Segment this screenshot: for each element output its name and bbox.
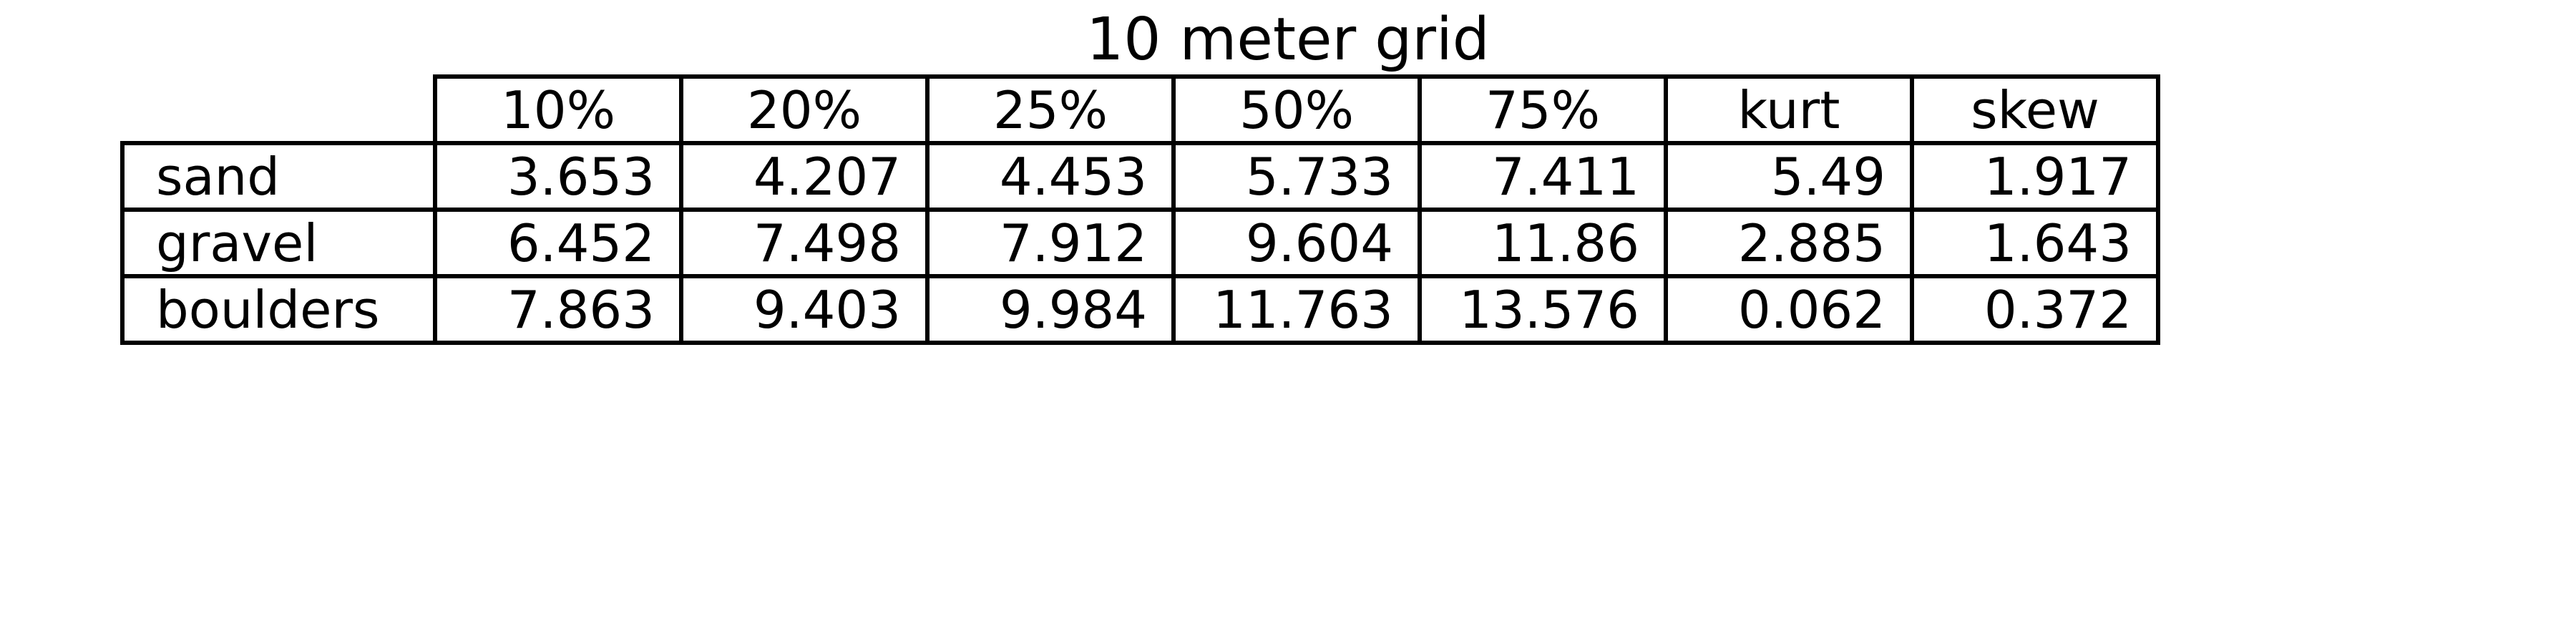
header-row: 10% 20% 25% 50% 75% kurt skew: [122, 74, 2160, 145]
row-label: boulders: [120, 274, 437, 345]
column-header: 25%: [925, 74, 1176, 145]
table-cell: 9.984: [925, 274, 1176, 345]
table-cell: 1.917: [1910, 141, 2160, 212]
table-cell: 7.863: [433, 274, 683, 345]
table-cell: 0.372: [1910, 274, 2160, 345]
table-cell: 11.763: [1171, 274, 1422, 345]
table-corner: [122, 77, 435, 143]
table-cell: 3.653: [433, 141, 683, 212]
chart-title: 10 meter grid: [1086, 6, 1490, 74]
column-header: kurt: [1664, 74, 1914, 145]
column-header: 10%: [433, 74, 683, 145]
table-cell: 0.062: [1664, 274, 1914, 345]
table-cell: 6.452: [433, 208, 683, 278]
row-label: sand: [120, 141, 437, 212]
column-header: 20%: [679, 74, 930, 145]
table-cell: 5.733: [1171, 141, 1422, 212]
column-header: 75%: [1418, 74, 1668, 145]
column-header: skew: [1910, 74, 2160, 145]
table-cell: 7.411: [1418, 141, 1668, 212]
table-cell: 9.403: [679, 274, 930, 345]
table-cell: 9.604: [1171, 208, 1422, 278]
table-cell: 1.643: [1910, 208, 2160, 278]
table-cell: 7.498: [679, 208, 930, 278]
table-row: sand 3.653 4.207 4.453 5.733 7.411 5.49 1.917: [120, 141, 2160, 212]
row-label: gravel: [120, 208, 437, 278]
table-cell: 4.207: [679, 141, 930, 212]
table-cell: 7.912: [925, 208, 1176, 278]
table-cell: 4.453: [925, 141, 1176, 212]
table-row: gravel 6.452 7.498 7.912 9.604 11.86 2.885 1.64…: [120, 208, 2160, 278]
table-cell: 13.576: [1418, 274, 1668, 345]
data-table: 10% 20% 25% 50% 75% kurt skew sand 3.653 4.207 4.…: [120, 74, 2160, 345]
table-row: boulders 7.863 9.403 9.984 11.763 13.576 0.062…: [120, 274, 2160, 345]
table-cell: 2.885: [1664, 208, 1914, 278]
table-cell: 11.86: [1418, 208, 1668, 278]
table-cell: 5.49: [1664, 141, 1914, 212]
column-header: 50%: [1171, 74, 1422, 145]
